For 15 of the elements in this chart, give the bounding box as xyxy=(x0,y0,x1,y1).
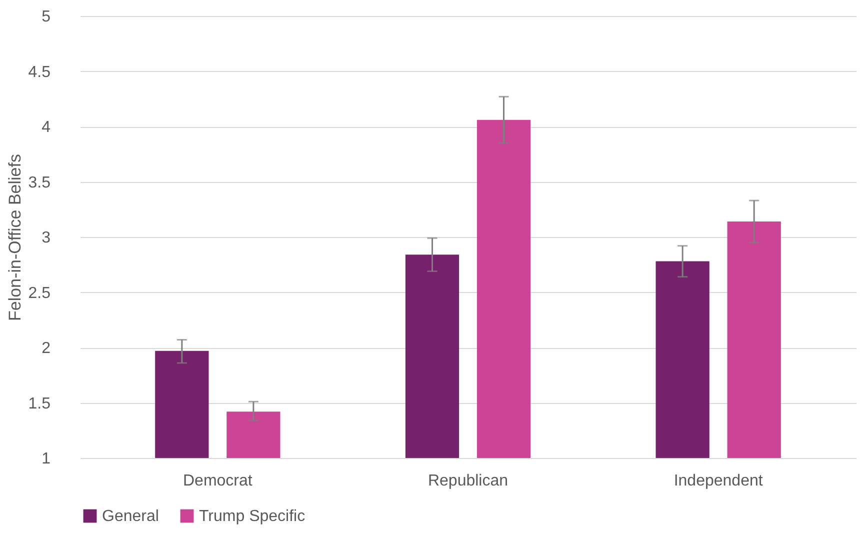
y-tick-label: 2 xyxy=(42,340,51,357)
y-axis-title: Felon-in-Office Beliefs xyxy=(5,154,24,321)
y-tick-label: 3 xyxy=(42,230,51,246)
x-tick-label: Democrat xyxy=(183,472,253,490)
x-tick-label: Independent xyxy=(674,472,764,490)
y-tick-label: 4 xyxy=(42,119,51,136)
y-tick-label: 5 xyxy=(42,8,51,26)
y-tick-label: 1.5 xyxy=(28,395,51,412)
y-tick-label: 4.5 xyxy=(28,64,51,81)
legend-label: Trump Specific xyxy=(199,508,306,525)
y-tick-label: 3.5 xyxy=(28,174,51,192)
y-tick-label: 2.5 xyxy=(28,284,51,302)
y-tick-label: 1 xyxy=(42,450,51,468)
legend-label: General xyxy=(102,508,159,525)
x-tick-label: Republican xyxy=(428,472,508,490)
